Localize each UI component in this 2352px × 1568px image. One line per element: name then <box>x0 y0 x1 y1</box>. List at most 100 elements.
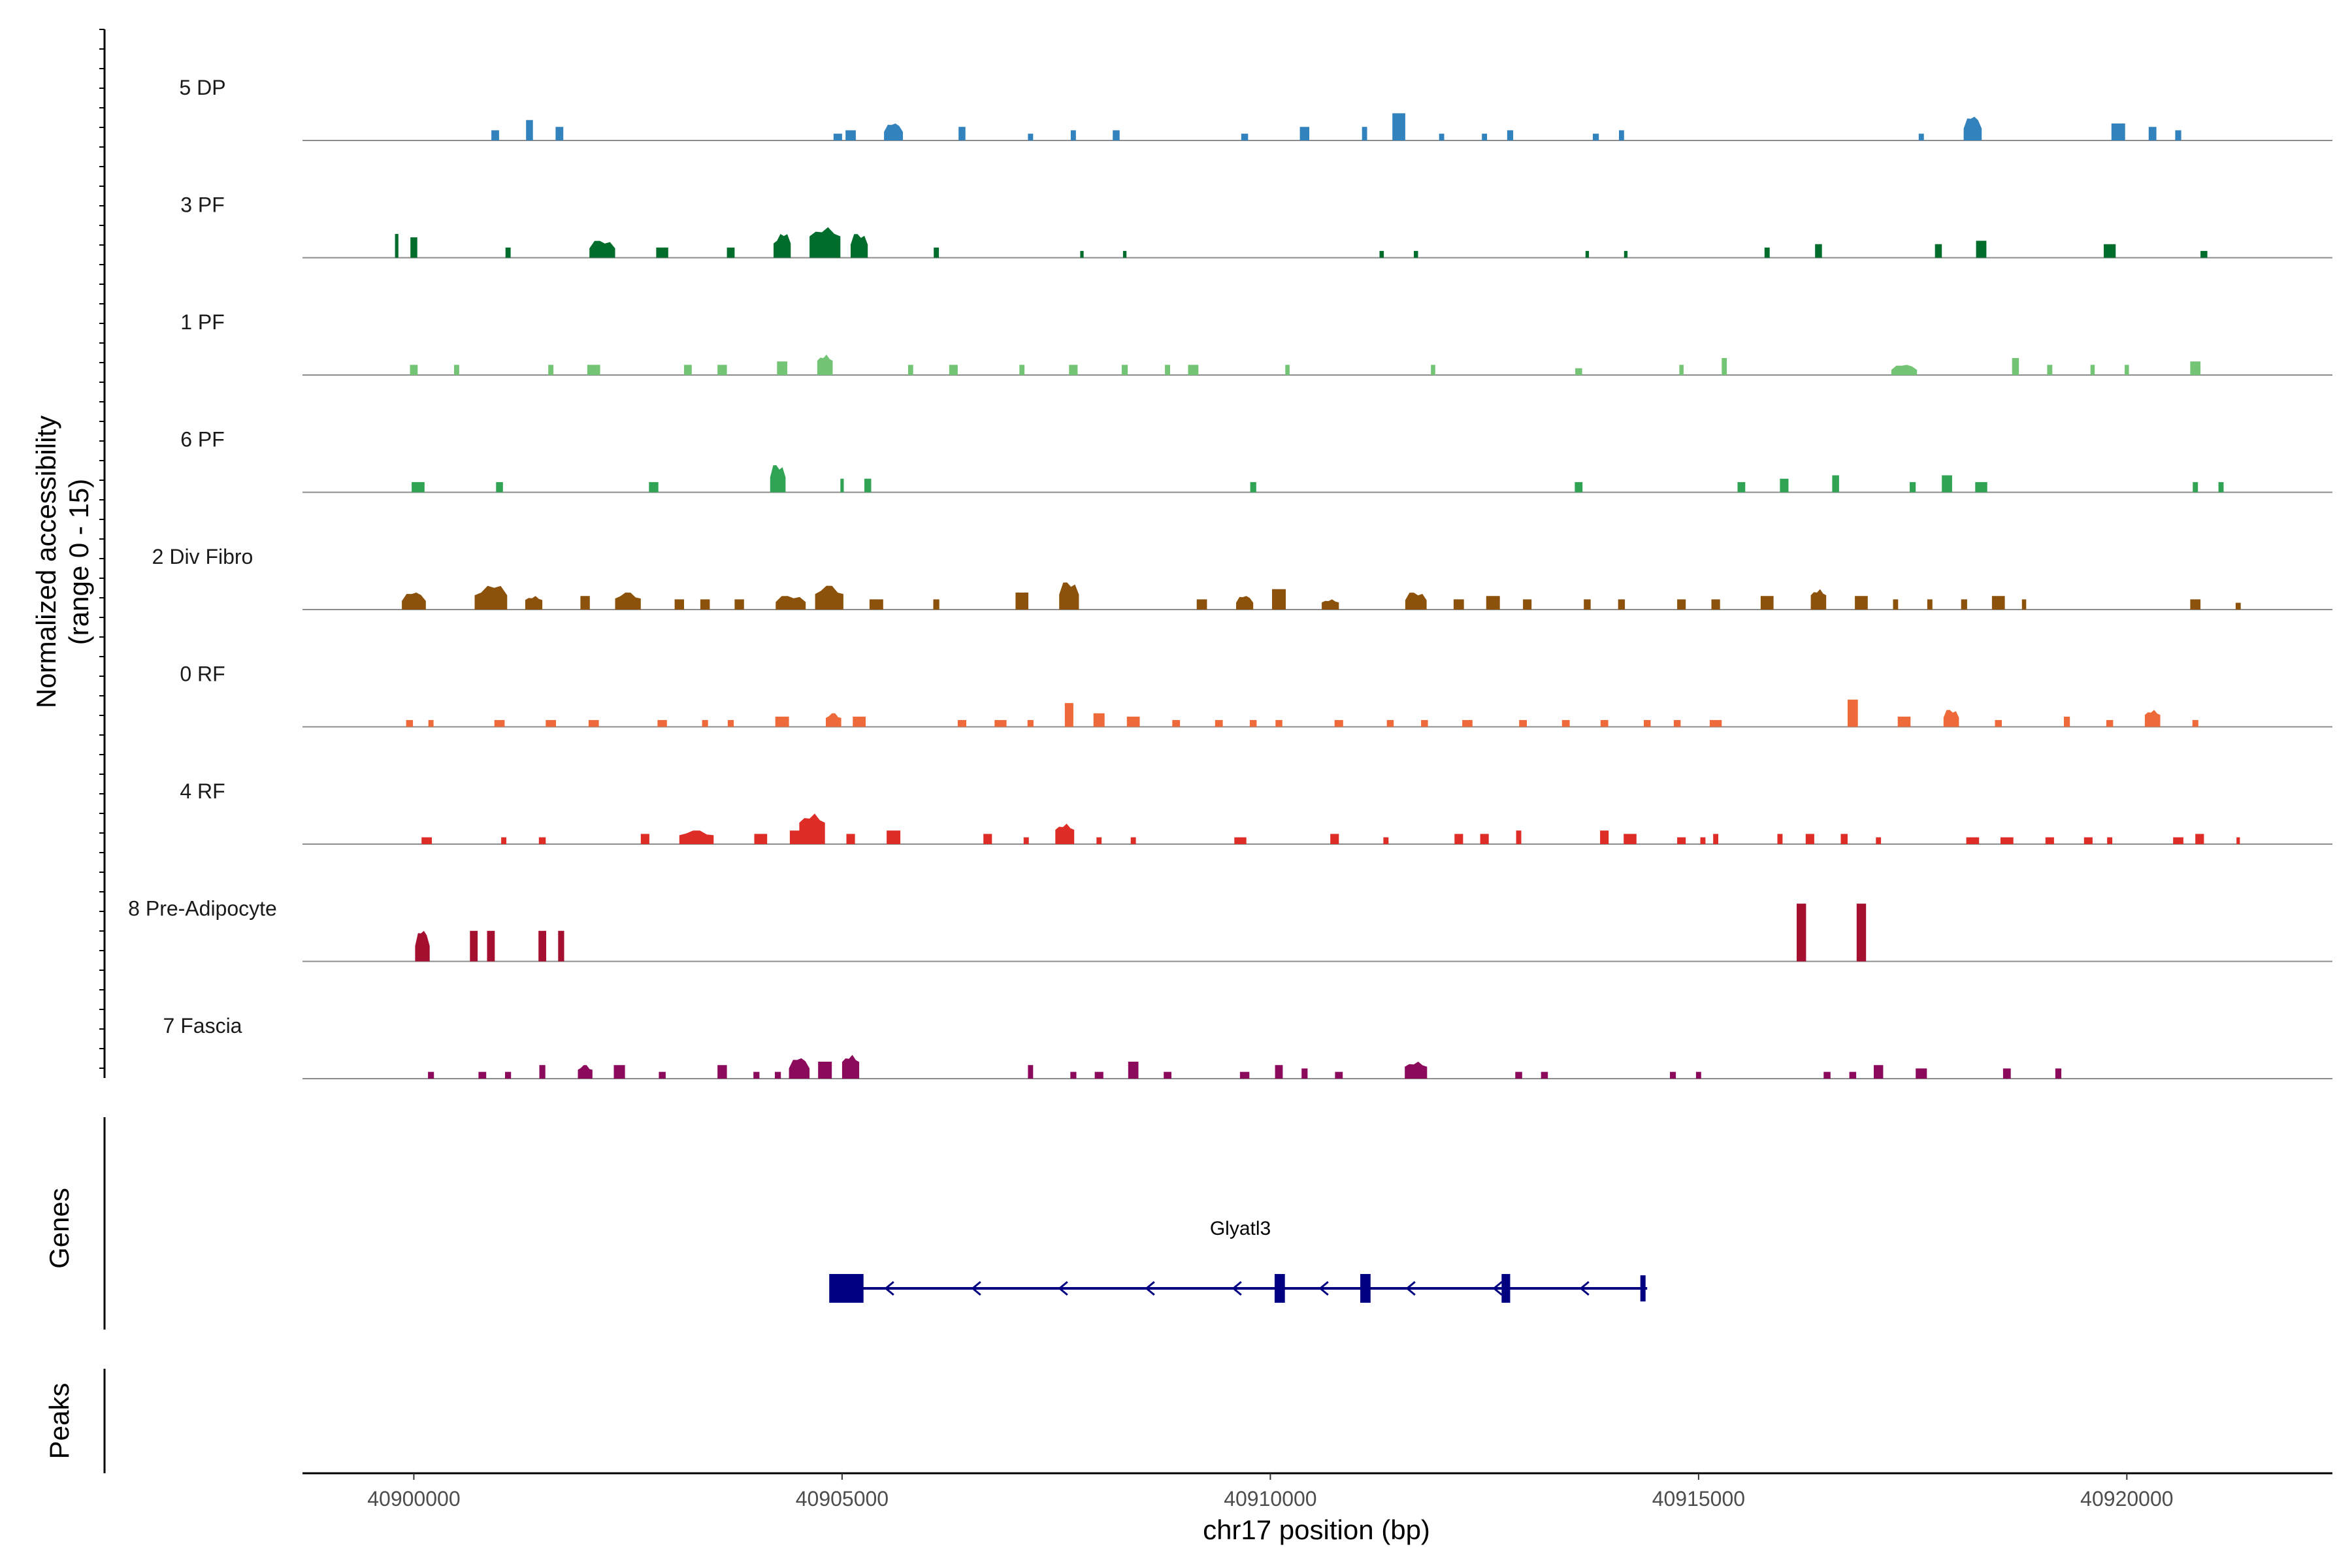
coverage-peak <box>933 599 939 610</box>
coverage-peak <box>1093 713 1105 727</box>
coverage-peak <box>1961 599 1967 610</box>
coverage-peak <box>2106 720 2114 727</box>
coverage-peak <box>428 1071 434 1079</box>
coverage-peak <box>1028 133 1034 140</box>
coverage-peak <box>1516 830 1522 844</box>
coverage-peak <box>1910 482 1916 493</box>
coverage-peak <box>1299 127 1309 140</box>
coverage-peak <box>1823 1071 1831 1079</box>
coverage-peak <box>983 834 992 844</box>
coverage-peak <box>1241 133 1249 140</box>
coverage-peak <box>454 365 459 375</box>
coverage-peak <box>2190 599 2201 610</box>
track-8-pre-adipocyte: 8 Pre-Adipocyte <box>128 897 2332 962</box>
coverage-peak <box>410 237 417 258</box>
coverage-peak <box>1840 834 1848 844</box>
coverage-peak <box>2002 1068 2011 1079</box>
coverage-peak <box>753 1071 760 1079</box>
coverage-peak <box>538 837 546 844</box>
coverage-peak <box>1523 599 1532 610</box>
coverage-peak <box>2236 837 2240 844</box>
coverage-peak <box>853 716 866 727</box>
coverage-peak <box>1462 720 1473 727</box>
coverage-peak <box>1575 368 1582 375</box>
coverage-peak <box>1897 716 1911 727</box>
y-axis-title: Normalized accessibility (range 0 - 15) <box>31 416 94 708</box>
coverage-peak <box>1519 720 1527 727</box>
coverage-peak <box>395 234 399 258</box>
coverage-peak <box>833 133 842 140</box>
x-tick-label: 40910000 <box>1224 1487 1316 1511</box>
strand-arrow <box>1492 1281 1503 1296</box>
gene-exon <box>1360 1274 1371 1303</box>
coverage-peak <box>1942 475 1952 493</box>
coverage-peak <box>700 599 710 610</box>
coverage-peak <box>1392 113 1405 140</box>
gene-name-label: Glyatl3 <box>1210 1218 1271 1239</box>
coverage-peak <box>994 720 1007 727</box>
coverage-peak <box>1250 482 1256 493</box>
coverage-peak <box>1916 1068 1927 1079</box>
track-label: 2 Div Fibro <box>152 545 253 568</box>
coverage-peak <box>2175 130 2181 140</box>
track-label: 6 PF <box>180 428 225 451</box>
coverage-peak <box>496 482 503 493</box>
coverage-peak <box>1421 720 1428 727</box>
coverage-peak <box>1322 599 1339 610</box>
coverage-peak <box>846 834 855 844</box>
coverage-peak <box>1618 599 1625 610</box>
coverage-peak <box>777 361 787 375</box>
coverage-peak <box>587 365 600 375</box>
coverage-peak <box>1713 834 1718 844</box>
coverage-peak <box>1876 837 1882 844</box>
coverage-peak <box>657 720 667 727</box>
track-6-pf: 6 PF <box>180 428 2332 493</box>
x-tick-label: 40905000 <box>796 1487 889 1511</box>
coverage-peak <box>1593 133 1599 140</box>
coverage-peak <box>1379 251 1384 258</box>
coverage-peak <box>2193 482 2198 493</box>
track-label: 4 RF <box>180 779 225 803</box>
coverage-peak <box>1619 130 1624 140</box>
y-axis-title-line2: (range 0 - 15) <box>63 479 94 645</box>
coverage-peak <box>1815 244 1822 258</box>
coverage-peak <box>1239 1071 1250 1079</box>
coverage-peak <box>2107 837 2113 844</box>
coverage-peak <box>1975 482 1987 493</box>
coverage-peak <box>1891 365 1918 375</box>
coverage-peak <box>2090 365 2095 375</box>
coverage-peak <box>2144 710 2161 727</box>
coverage-peak <box>613 1065 625 1079</box>
coverage-peak <box>727 720 734 727</box>
coverage-peak <box>1236 596 1254 610</box>
coverage-peak <box>957 720 966 727</box>
coverage-peak <box>421 837 432 844</box>
coverage-peak <box>1439 133 1445 140</box>
coverage-peak <box>754 834 768 844</box>
coverage-peak <box>679 830 714 844</box>
coverage-peak <box>659 1071 666 1079</box>
coverage-peak <box>501 837 506 844</box>
coverage-peak <box>546 720 556 727</box>
coverage-peak <box>907 365 913 375</box>
coverage-peak <box>734 599 744 610</box>
track-5-dp: 5 DP <box>179 76 2332 141</box>
coverage-peak <box>1991 596 2005 610</box>
coverage-peak <box>1096 837 1102 844</box>
coverage-peak <box>1130 837 1136 844</box>
coverage-peak <box>406 720 414 727</box>
coverage-peak <box>1405 593 1427 610</box>
coverage-peak <box>840 478 844 493</box>
track-0-rf: 0 RF <box>180 662 2332 728</box>
coverage-peak <box>1679 365 1684 375</box>
strand-arrow <box>1232 1281 1242 1296</box>
strand-arrow <box>1405 1281 1416 1296</box>
coverage-peak <box>656 247 668 258</box>
coverage-peak <box>1995 720 2002 727</box>
coverage-peak <box>1966 837 1980 844</box>
coverage-peak <box>1121 365 1128 375</box>
coverage-peak <box>845 130 856 140</box>
track-label: 3 PF <box>180 193 225 217</box>
coverage-peak <box>1272 589 1286 610</box>
gene-exon <box>1640 1275 1646 1301</box>
